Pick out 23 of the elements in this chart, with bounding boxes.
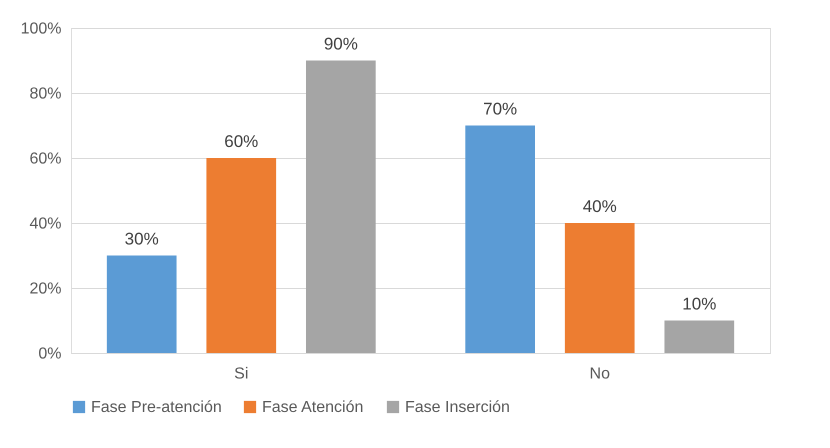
legend-label: Fase Pre-atención (91, 399, 222, 416)
bar (106, 256, 177, 353)
y-tick-label: 0% (38, 346, 62, 362)
data-label: 40% (582, 197, 617, 216)
y-tick-label: 20% (29, 280, 62, 298)
bar (465, 126, 536, 353)
x-tick-label: Si (234, 366, 248, 382)
data-label: 70% (483, 100, 518, 118)
legend-label: Fase Inserción (405, 399, 510, 416)
y-tick-label: 40% (29, 216, 62, 232)
legend-label: Fase Atención (262, 399, 364, 416)
bar (664, 320, 734, 353)
data-label: 60% (224, 132, 258, 151)
bar (564, 223, 635, 353)
bar (306, 60, 376, 353)
data-label: 10% (682, 294, 716, 314)
y-tick-label: 100% (20, 20, 62, 38)
data-label: 90% (324, 34, 358, 54)
x-tick-label: No (590, 366, 610, 382)
y-tick-label: 60% (29, 150, 62, 168)
bar (206, 158, 276, 353)
y-tick-label: 80% (29, 86, 62, 102)
data-label: 30% (124, 230, 159, 248)
